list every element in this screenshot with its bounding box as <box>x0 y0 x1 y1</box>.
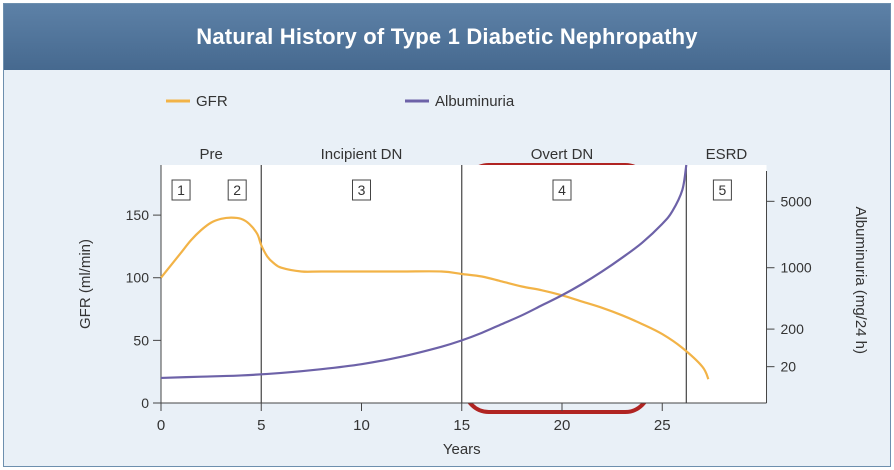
phase-box-label: 1 <box>177 182 185 198</box>
y-tick-label: 150 <box>126 207 150 223</box>
phase-box <box>171 179 191 201</box>
x-tick-label: 25 <box>654 417 671 434</box>
series-line-gfr <box>160 216 710 380</box>
x-tick-label: 10 <box>353 417 370 434</box>
chart-title: Natural History of Type 1 Diabetic Nephr… <box>196 24 698 49</box>
phase-box <box>712 179 732 201</box>
y-tick-label: 50 <box>133 332 149 348</box>
stage-label: Incipient DN <box>321 146 403 163</box>
x-tick-label: 15 <box>453 417 470 434</box>
right-tick-label: 20 <box>781 359 797 375</box>
stage-label: Overt DN <box>531 146 594 163</box>
phase-box-label: 3 <box>358 182 366 198</box>
y-tick-label: 100 <box>126 270 150 286</box>
phase-box <box>552 179 572 201</box>
phase-box-label: 5 <box>719 182 727 198</box>
phase-box-label: 4 <box>558 182 566 198</box>
title-banner: Natural History of Type 1 Diabetic Nephr… <box>4 4 890 70</box>
legend-label-albuminuria: Albuminuria <box>435 93 515 110</box>
stage-label: ESRD <box>706 146 748 163</box>
x-tick-label: 5 <box>257 417 265 434</box>
legend-label-gfr: GFR <box>196 93 228 110</box>
series-line-albuminuria <box>160 164 688 380</box>
y-axis-title-left: GFR (ml/min) <box>77 239 94 329</box>
x-axis-title: Years <box>443 441 481 458</box>
phase-box <box>227 179 247 201</box>
plot-background <box>161 165 767 403</box>
right-tick-label: 5000 <box>781 193 812 209</box>
x-tick-label: 0 <box>157 417 165 434</box>
y-axis-title-right: Albuminuria (mg/24 h) <box>852 206 869 354</box>
x-tick-label: 20 <box>554 417 571 434</box>
phase-box <box>352 179 371 201</box>
phase-box-label: 2 <box>233 182 241 198</box>
y-tick-label: 0 <box>141 395 149 411</box>
right-tick-label: 200 <box>781 321 805 337</box>
right-tick-label: 1000 <box>781 260 812 276</box>
figure-frame: Natural History of Type 1 Diabetic Nephr… <box>3 3 891 467</box>
stage-label: Pre <box>199 146 222 163</box>
